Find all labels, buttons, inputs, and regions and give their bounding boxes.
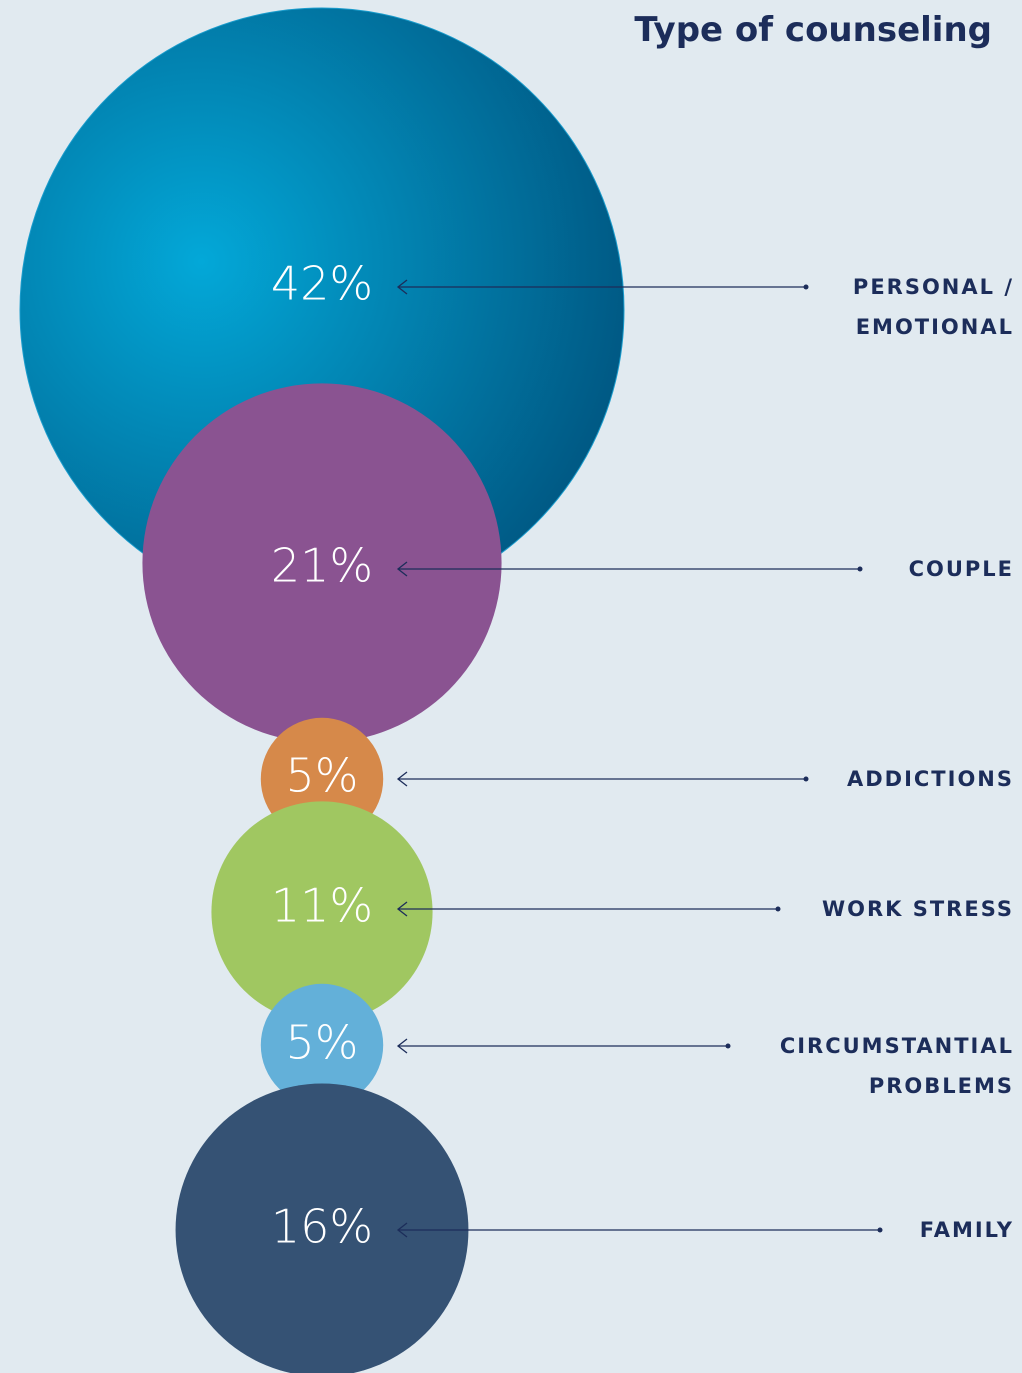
- leader-dot: [803, 776, 809, 782]
- bubble: [175, 1083, 469, 1373]
- bubble: [211, 801, 433, 1023]
- value-label: 42%: [271, 257, 373, 311]
- leader-dot: [803, 284, 809, 290]
- category-label: ADDICTIONS: [846, 767, 1014, 791]
- chart-title: Type of counseling: [634, 10, 992, 50]
- value-label: 5%: [286, 749, 359, 803]
- value-label: 5%: [286, 1016, 359, 1070]
- leader-dot: [877, 1227, 883, 1233]
- bubble: [260, 983, 384, 1107]
- arrow-head: [396, 771, 408, 787]
- category-label: WORK STRESS: [821, 897, 1014, 921]
- category-label: PERSONAL / EMOTIONAL: [852, 275, 1014, 339]
- category-label: FAMILY: [919, 1218, 1014, 1242]
- arrow-head: [396, 1038, 408, 1054]
- bubble: [142, 383, 502, 743]
- leader-dot: [725, 1043, 731, 1049]
- arrow-head: [396, 561, 408, 577]
- category-label: COUPLE: [908, 557, 1014, 581]
- leader-dot: [857, 566, 863, 572]
- value-label: 16%: [271, 1200, 373, 1254]
- arrow-head: [396, 279, 408, 295]
- category-label: CIRCUMSTANTIAL PROBLEMS: [779, 1034, 1014, 1098]
- leader-dot: [775, 906, 781, 912]
- arrow-head: [396, 901, 408, 917]
- value-label: 11%: [271, 879, 373, 933]
- value-label: 21%: [271, 539, 373, 593]
- arrow-head: [396, 1222, 408, 1238]
